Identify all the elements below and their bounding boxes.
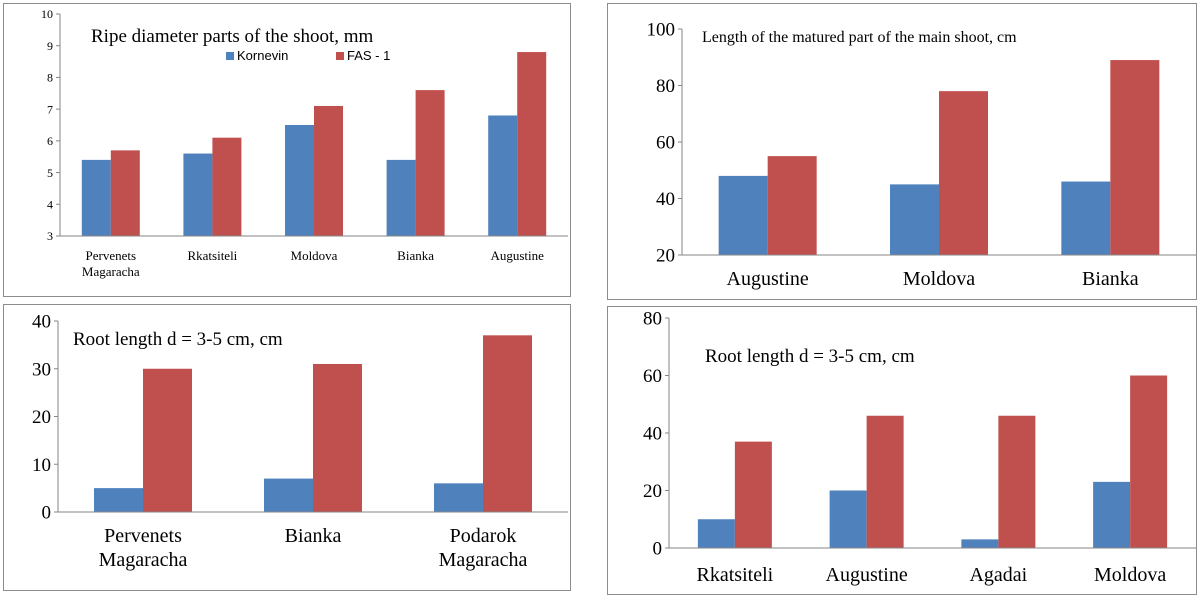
chart-root-length-2: Root length d = 3-5 cm, cm 0 20 40 60 80 Rkats… bbox=[643, 309, 1196, 586]
x-tick-label: Augustine bbox=[727, 268, 809, 290]
bar-fas bbox=[1110, 60, 1160, 256]
bar-kornevin bbox=[81, 159, 111, 236]
bar-kornevin bbox=[264, 478, 313, 512]
legend-swatch bbox=[336, 52, 344, 60]
chart-title: Root length d = 3-5 cm, cm bbox=[705, 346, 915, 367]
y-tick-label: 30 bbox=[32, 359, 51, 380]
bar-fas bbox=[767, 156, 817, 255]
bar-fas bbox=[314, 105, 343, 236]
y-tick-label: 9 bbox=[47, 39, 53, 53]
x-tick-label: Bianka bbox=[285, 525, 342, 547]
bar-fas bbox=[313, 363, 362, 512]
x-tick-label: Bianka bbox=[1082, 268, 1139, 290]
y-tick-label: 5 bbox=[47, 166, 53, 180]
bar-kornevin bbox=[829, 490, 867, 548]
y-tick-label: 40 bbox=[643, 424, 662, 445]
bar-kornevin bbox=[285, 125, 314, 236]
x-tick-label: Podarok Magaracha bbox=[439, 525, 528, 571]
y-tick-label: 7 bbox=[47, 102, 53, 116]
bar-kornevin bbox=[718, 175, 768, 255]
bar-kornevin bbox=[697, 519, 735, 548]
bar-fas bbox=[212, 137, 242, 236]
bar-kornevin bbox=[1061, 181, 1111, 255]
bar-fas bbox=[143, 368, 192, 512]
bar-kornevin bbox=[890, 184, 939, 255]
y-tick-label: 80 bbox=[643, 309, 662, 330]
y-tick-label: 20 bbox=[656, 246, 675, 267]
x-tick-label: Moldova bbox=[291, 248, 338, 263]
x-tick-label: Rkatsiteli bbox=[697, 564, 774, 586]
y-tick-label: 20 bbox=[643, 481, 662, 502]
y-tick-label: 60 bbox=[656, 133, 675, 154]
bar-fas bbox=[939, 91, 988, 256]
legend-label: FAS - 1 bbox=[347, 48, 390, 63]
y-tick-label: 6 bbox=[47, 134, 53, 148]
x-tick-label: Bianka bbox=[397, 248, 434, 263]
x-tick-label: Augustine bbox=[826, 564, 908, 586]
chart-title: Ripe diameter parts of the shoot, mm bbox=[91, 26, 374, 47]
bar-fas bbox=[866, 415, 904, 548]
legend-label: Kornevin bbox=[237, 48, 288, 63]
y-tick-label: 4 bbox=[47, 197, 53, 211]
bar-kornevin bbox=[434, 483, 483, 512]
bar-kornevin bbox=[183, 153, 213, 236]
x-tick-label: Augustine bbox=[490, 248, 544, 263]
chart-root-length-1: Root length d = 3-5 cm, cm 0 10 20 30 40 Perve… bbox=[32, 312, 568, 571]
y-tick-label: 0 bbox=[653, 539, 663, 560]
bar-kornevin bbox=[961, 539, 999, 548]
bar-fas bbox=[415, 90, 445, 236]
y-tick-label: 60 bbox=[643, 366, 662, 387]
y-tick-label: 10 bbox=[32, 455, 51, 476]
x-tick-label: Pervenets Magaracha bbox=[82, 248, 140, 279]
bar-fas bbox=[483, 335, 532, 512]
chart-title: Root length d = 3-5 cm, cm bbox=[73, 329, 283, 350]
x-tick-label: Pervenets Magaracha bbox=[99, 525, 188, 571]
x-tick-label: Moldova bbox=[1094, 564, 1166, 586]
bar-fas bbox=[998, 415, 1036, 548]
y-tick-label: 10 bbox=[41, 7, 53, 21]
chart-matured-length: Length of the matured part of the main s… bbox=[647, 20, 1196, 290]
y-tick-label: 8 bbox=[47, 71, 53, 85]
y-tick-label: 80 bbox=[656, 76, 675, 97]
bar-fas bbox=[1130, 375, 1168, 548]
y-tick-label: 40 bbox=[656, 189, 675, 210]
chart-panel-root-length-1: Root length d = 3-5 cm, cm 0 10 20 30 40 Perve… bbox=[3, 304, 571, 591]
bar-kornevin bbox=[1093, 481, 1131, 548]
chart-panel-matured-length: Length of the matured part of the main s… bbox=[607, 3, 1197, 300]
chart-ripe-diameter: Ripe diameter parts of the shoot, mm 3 4 5 6… bbox=[41, 7, 568, 279]
legend-swatch bbox=[226, 52, 234, 60]
chart-panel-root-length-2: Root length d = 3-5 cm, cm 0 20 40 60 80 Rkats… bbox=[607, 306, 1197, 595]
bar-kornevin bbox=[94, 488, 143, 512]
bar-fas bbox=[110, 150, 140, 236]
y-tick-label: 100 bbox=[647, 20, 676, 41]
x-tick-label: Agadai bbox=[969, 564, 1027, 586]
x-tick-label: Rkatsiteli bbox=[187, 248, 237, 263]
bar-kornevin bbox=[488, 115, 518, 236]
chart-panel-ripe-diameter: Ripe diameter parts of the shoot, mm 3 4 5 6… bbox=[3, 3, 571, 297]
x-tick-label: Moldova bbox=[903, 268, 975, 290]
bar-kornevin bbox=[386, 159, 416, 236]
bar-fas bbox=[734, 441, 772, 548]
y-tick-label: 3 bbox=[47, 229, 53, 243]
y-tick-label: 20 bbox=[32, 407, 51, 428]
chart-title: Length of the matured part of the main s… bbox=[702, 29, 1017, 46]
bar-fas bbox=[517, 52, 547, 236]
y-tick-label: 0 bbox=[42, 503, 52, 524]
y-tick-label: 40 bbox=[32, 312, 51, 333]
